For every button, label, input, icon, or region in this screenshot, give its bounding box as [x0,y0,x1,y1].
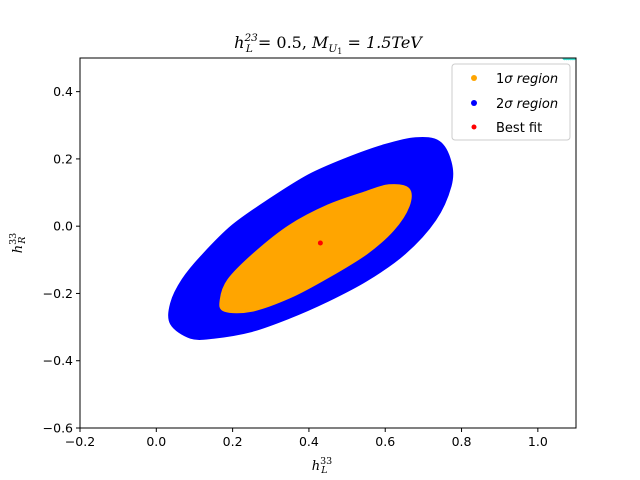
x-axis-ticks: −0.2 0.0 0.2 0.4 0.6 0.8 1.0 [65,428,548,449]
legend-marker-1sigma [471,75,477,81]
legend-label-2sigma: 2σ region [496,97,558,112]
region-1sigma [219,184,412,314]
y-axis-ticks: −0.6 −0.4 −0.2 0.0 0.2 0.4 [43,84,80,436]
regions-layer [168,136,454,340]
x-tick-label: 0.8 [452,434,472,449]
y-tick-label: 0.4 [53,84,73,99]
legend-label-1sigma: 1σ region [496,72,558,87]
x-tick-label: 0.4 [299,434,319,449]
y-tick-label: 0.2 [53,151,73,166]
best-fit-point [317,240,323,246]
points-layer [317,58,576,246]
legend-marker-best-fit [471,124,477,130]
y-tick-label: −0.6 [43,421,73,436]
y-tick-label: −0.2 [43,286,73,301]
y-axis-label: h33R [8,233,28,253]
y-tick-label: 0.0 [53,219,73,234]
y-tick-label: −0.4 [43,353,73,368]
x-tick-label: 0.0 [146,434,166,449]
legend-label-best-fit: Best fit [496,121,542,136]
x-axis-label: h33 L [312,456,332,476]
x-tick-label: −0.2 [65,434,95,449]
legend-box [451,63,571,141]
x-tick-label: 1.0 [528,434,548,449]
legend: 1σ region 2σ region Best fit [451,63,571,141]
chart-title: h23 L = 0.5, MU1 = 1.5TeV [234,32,423,56]
legend-marker-2sigma [471,100,477,106]
x-tick-label: 0.2 [223,434,243,449]
axes-frame [79,57,577,429]
edge-point [571,58,576,61]
x-tick-label: 0.6 [375,434,395,449]
